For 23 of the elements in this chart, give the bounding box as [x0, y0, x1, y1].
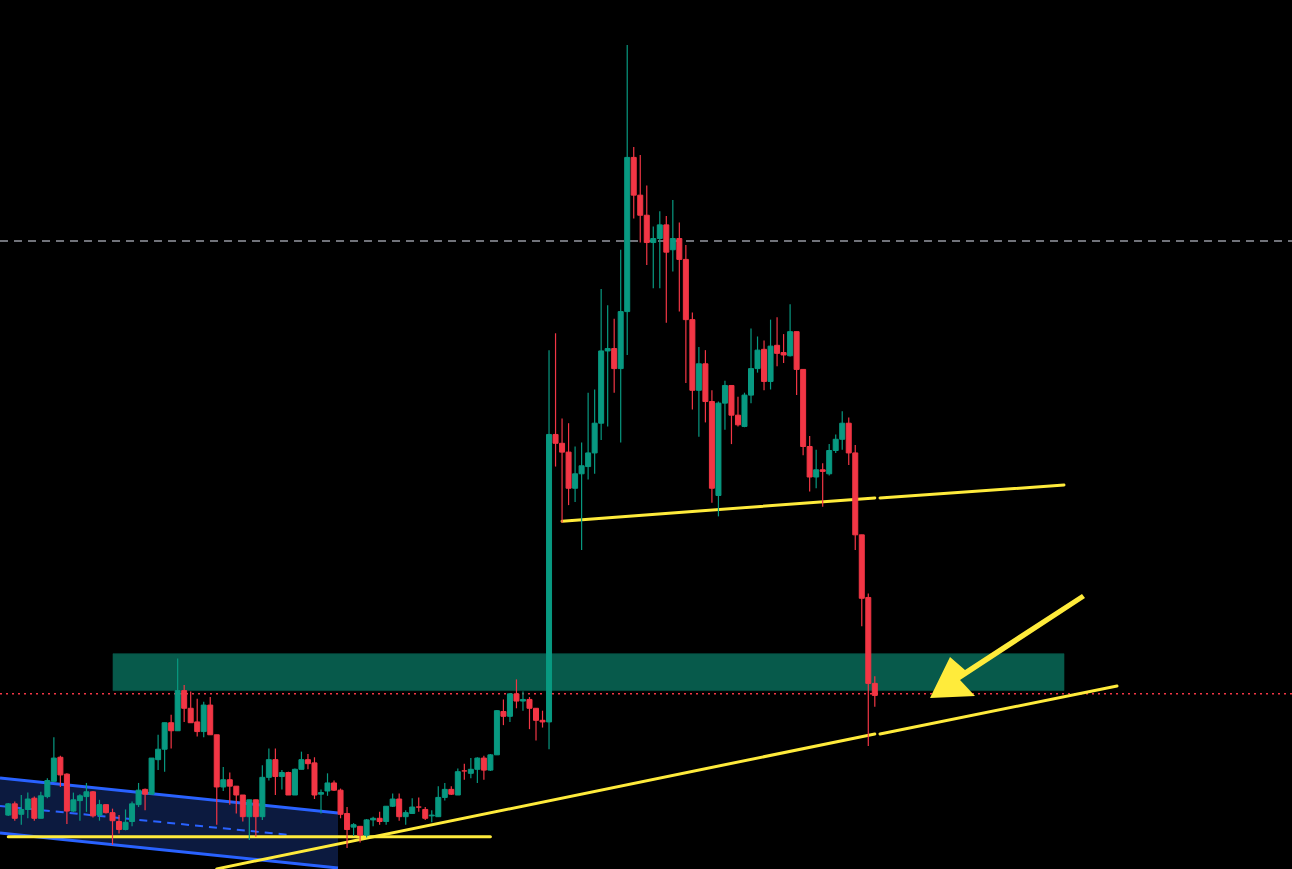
candlestick — [318, 788, 324, 815]
candlestick — [396, 792, 403, 822]
candlestick — [96, 799, 103, 822]
candlestick — [519, 690, 526, 712]
candlestick — [11, 800, 18, 822]
candlestick — [513, 678, 520, 709]
candlestick — [819, 462, 826, 508]
candlestick — [506, 692, 513, 723]
candlestick — [246, 799, 253, 841]
candlestick — [813, 449, 820, 489]
candlestick — [278, 769, 285, 790]
candlestick — [324, 772, 331, 797]
candlestick — [454, 767, 461, 796]
candlestick — [272, 747, 279, 796]
candlestick — [116, 814, 123, 835]
candlestick — [669, 199, 676, 273]
candlestick — [168, 714, 175, 750]
candlestick — [220, 766, 227, 792]
candlestick — [252, 799, 259, 838]
candlestick — [500, 698, 507, 726]
candlestick — [480, 755, 487, 781]
candlestick — [611, 318, 618, 394]
candlestick — [31, 796, 38, 822]
